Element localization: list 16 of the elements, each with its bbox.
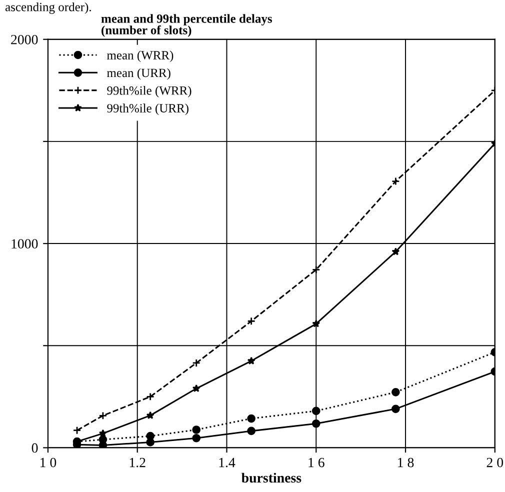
x-tick-label: 1.2 — [130, 458, 146, 468]
legend-label: 99th%ile (WRR) — [107, 86, 192, 98]
text: ascending order). — [5, 2, 91, 14]
x-axis-title: burstiness — [242, 472, 302, 483]
x-tick-label: 2 0 — [486, 458, 504, 468]
y-tick-label: 0 — [32, 443, 38, 453]
legend-label: mean (URR) — [106, 68, 170, 80]
legend-label: 99th%ile (URR) — [107, 104, 188, 116]
x-tick-label: 1.4 — [219, 458, 236, 468]
chart-title: mean and 99th percentile delays (number of slots) — [101, 14, 272, 37]
x-tick-label: 1 6 — [308, 458, 324, 468]
y-tick-label: 1000 — [12, 239, 38, 248]
y-tick-label: 2000 — [11, 34, 38, 44]
x-tick-label: 1 8 — [398, 458, 414, 468]
legend-label: mean (WRR) — [106, 50, 174, 62]
x-tick-label: 1 0 — [40, 458, 56, 468]
